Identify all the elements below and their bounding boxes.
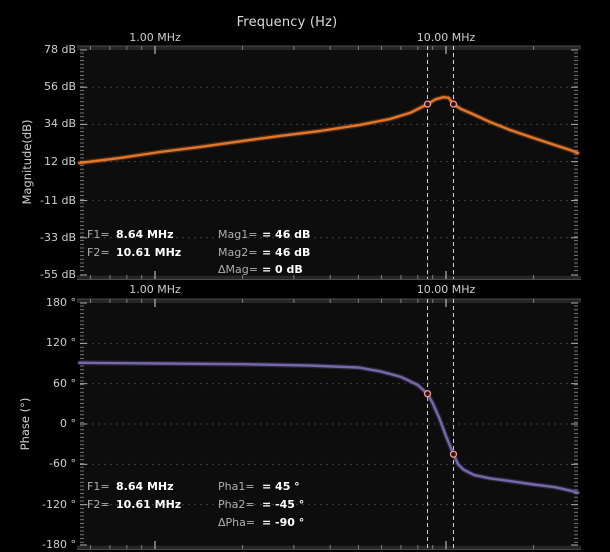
- pha-f1-label: F1=: [87, 480, 110, 493]
- pha1-value: = 45 °: [262, 480, 300, 493]
- delta-mag-value: = 0 dB: [262, 263, 303, 276]
- magnitude-vs-frequency-y-tick-label: -55 dB: [40, 268, 76, 281]
- magnitude-vs-frequency-y-tick-label: -33 dB: [40, 230, 76, 244]
- magnitude-vs-frequency-y-tick-label: 78 dB: [43, 43, 76, 56]
- magnitude-vs-frequency-plot-area: [80, 50, 578, 275]
- magnitude-vs-frequency-y-tick-label: 34 dB: [43, 117, 76, 131]
- phase-vs-frequency-x-tick-label: 10.00 MHz: [416, 283, 476, 296]
- pha2-label: Pha2=: [218, 498, 255, 511]
- cursor-marker-f2[interactable]: [449, 100, 458, 108]
- mag2-value: = 46 dB: [262, 246, 311, 259]
- mag-f2-label: F2=: [87, 246, 110, 259]
- cursor-marker-f1[interactable]: [423, 390, 432, 398]
- mag1-label: Mag1=: [218, 228, 258, 241]
- phase-vs-frequency-y-tick-label: 0 °: [60, 417, 76, 430]
- pha2-value: = -45 °: [262, 498, 305, 511]
- delta-pha-value: = -90 °: [262, 516, 305, 529]
- mag-f1-value: 8.64 MHz: [116, 228, 174, 241]
- phase-vs-frequency-y-tick-label: 60 °: [53, 376, 76, 390]
- pha-f1-value: 8.64 MHz: [116, 480, 174, 493]
- phase-vs-frequency-y-tick-label: 120 °: [46, 336, 76, 350]
- phase-vs-frequency-y-tick-label: 180 °: [46, 296, 76, 309]
- phase-vs-frequency-trace: [78, 361, 580, 494]
- magnitude-vs-frequency-y-tick-label: 12 dB: [43, 154, 76, 168]
- magnitude-vs-frequency-bottom-axis: [77, 275, 581, 280]
- delta-pha-label: ΔPha=: [218, 516, 256, 529]
- mag-f2-value: 10.61 MHz: [116, 246, 182, 259]
- magnitude-vs-frequency-y-tick-label: 56 dB: [43, 80, 76, 94]
- phase-vs-frequency-x-tick-label: 1.00 MHz: [129, 283, 181, 296]
- delta-mag-label: ΔMag=: [218, 263, 258, 276]
- mag-f1-label: F1=: [87, 228, 110, 241]
- pha-f2-label: F2=: [87, 498, 110, 511]
- pha1-label: Pha1=: [218, 480, 255, 493]
- phase-vs-frequency-y-tick-label: -180 °: [42, 538, 76, 551]
- magnitude-vs-frequency-trace: [78, 95, 580, 165]
- magnitude-vs-frequency-y-tick-label: -11 dB: [40, 193, 76, 207]
- cursor-marker-f2[interactable]: [449, 450, 458, 458]
- mag1-value: = 46 dB: [262, 228, 311, 241]
- cursor-marker-f1[interactable]: [423, 100, 432, 108]
- phase-vs-frequency-top-axis: [77, 299, 581, 303]
- phase-vs-frequency-bottom-axis: [77, 545, 581, 550]
- magnitude-vs-frequency-top-axis: [77, 46, 581, 50]
- phase-vs-frequency-y-tick-label: -60 °: [49, 457, 76, 471]
- mag2-label: Mag2=: [218, 246, 258, 259]
- frequency-axis-title: Frequency (Hz): [236, 15, 338, 30]
- magnitude-vs-frequency-x-tick-label: 1.00 MHz: [129, 31, 181, 44]
- magnitude-vs-frequency-x-tick-label: 10.00 MHz: [416, 31, 476, 44]
- phase-vs-frequency-y-tick-label: -120 °: [42, 497, 76, 511]
- pha-f2-value: 10.61 MHz: [116, 498, 182, 511]
